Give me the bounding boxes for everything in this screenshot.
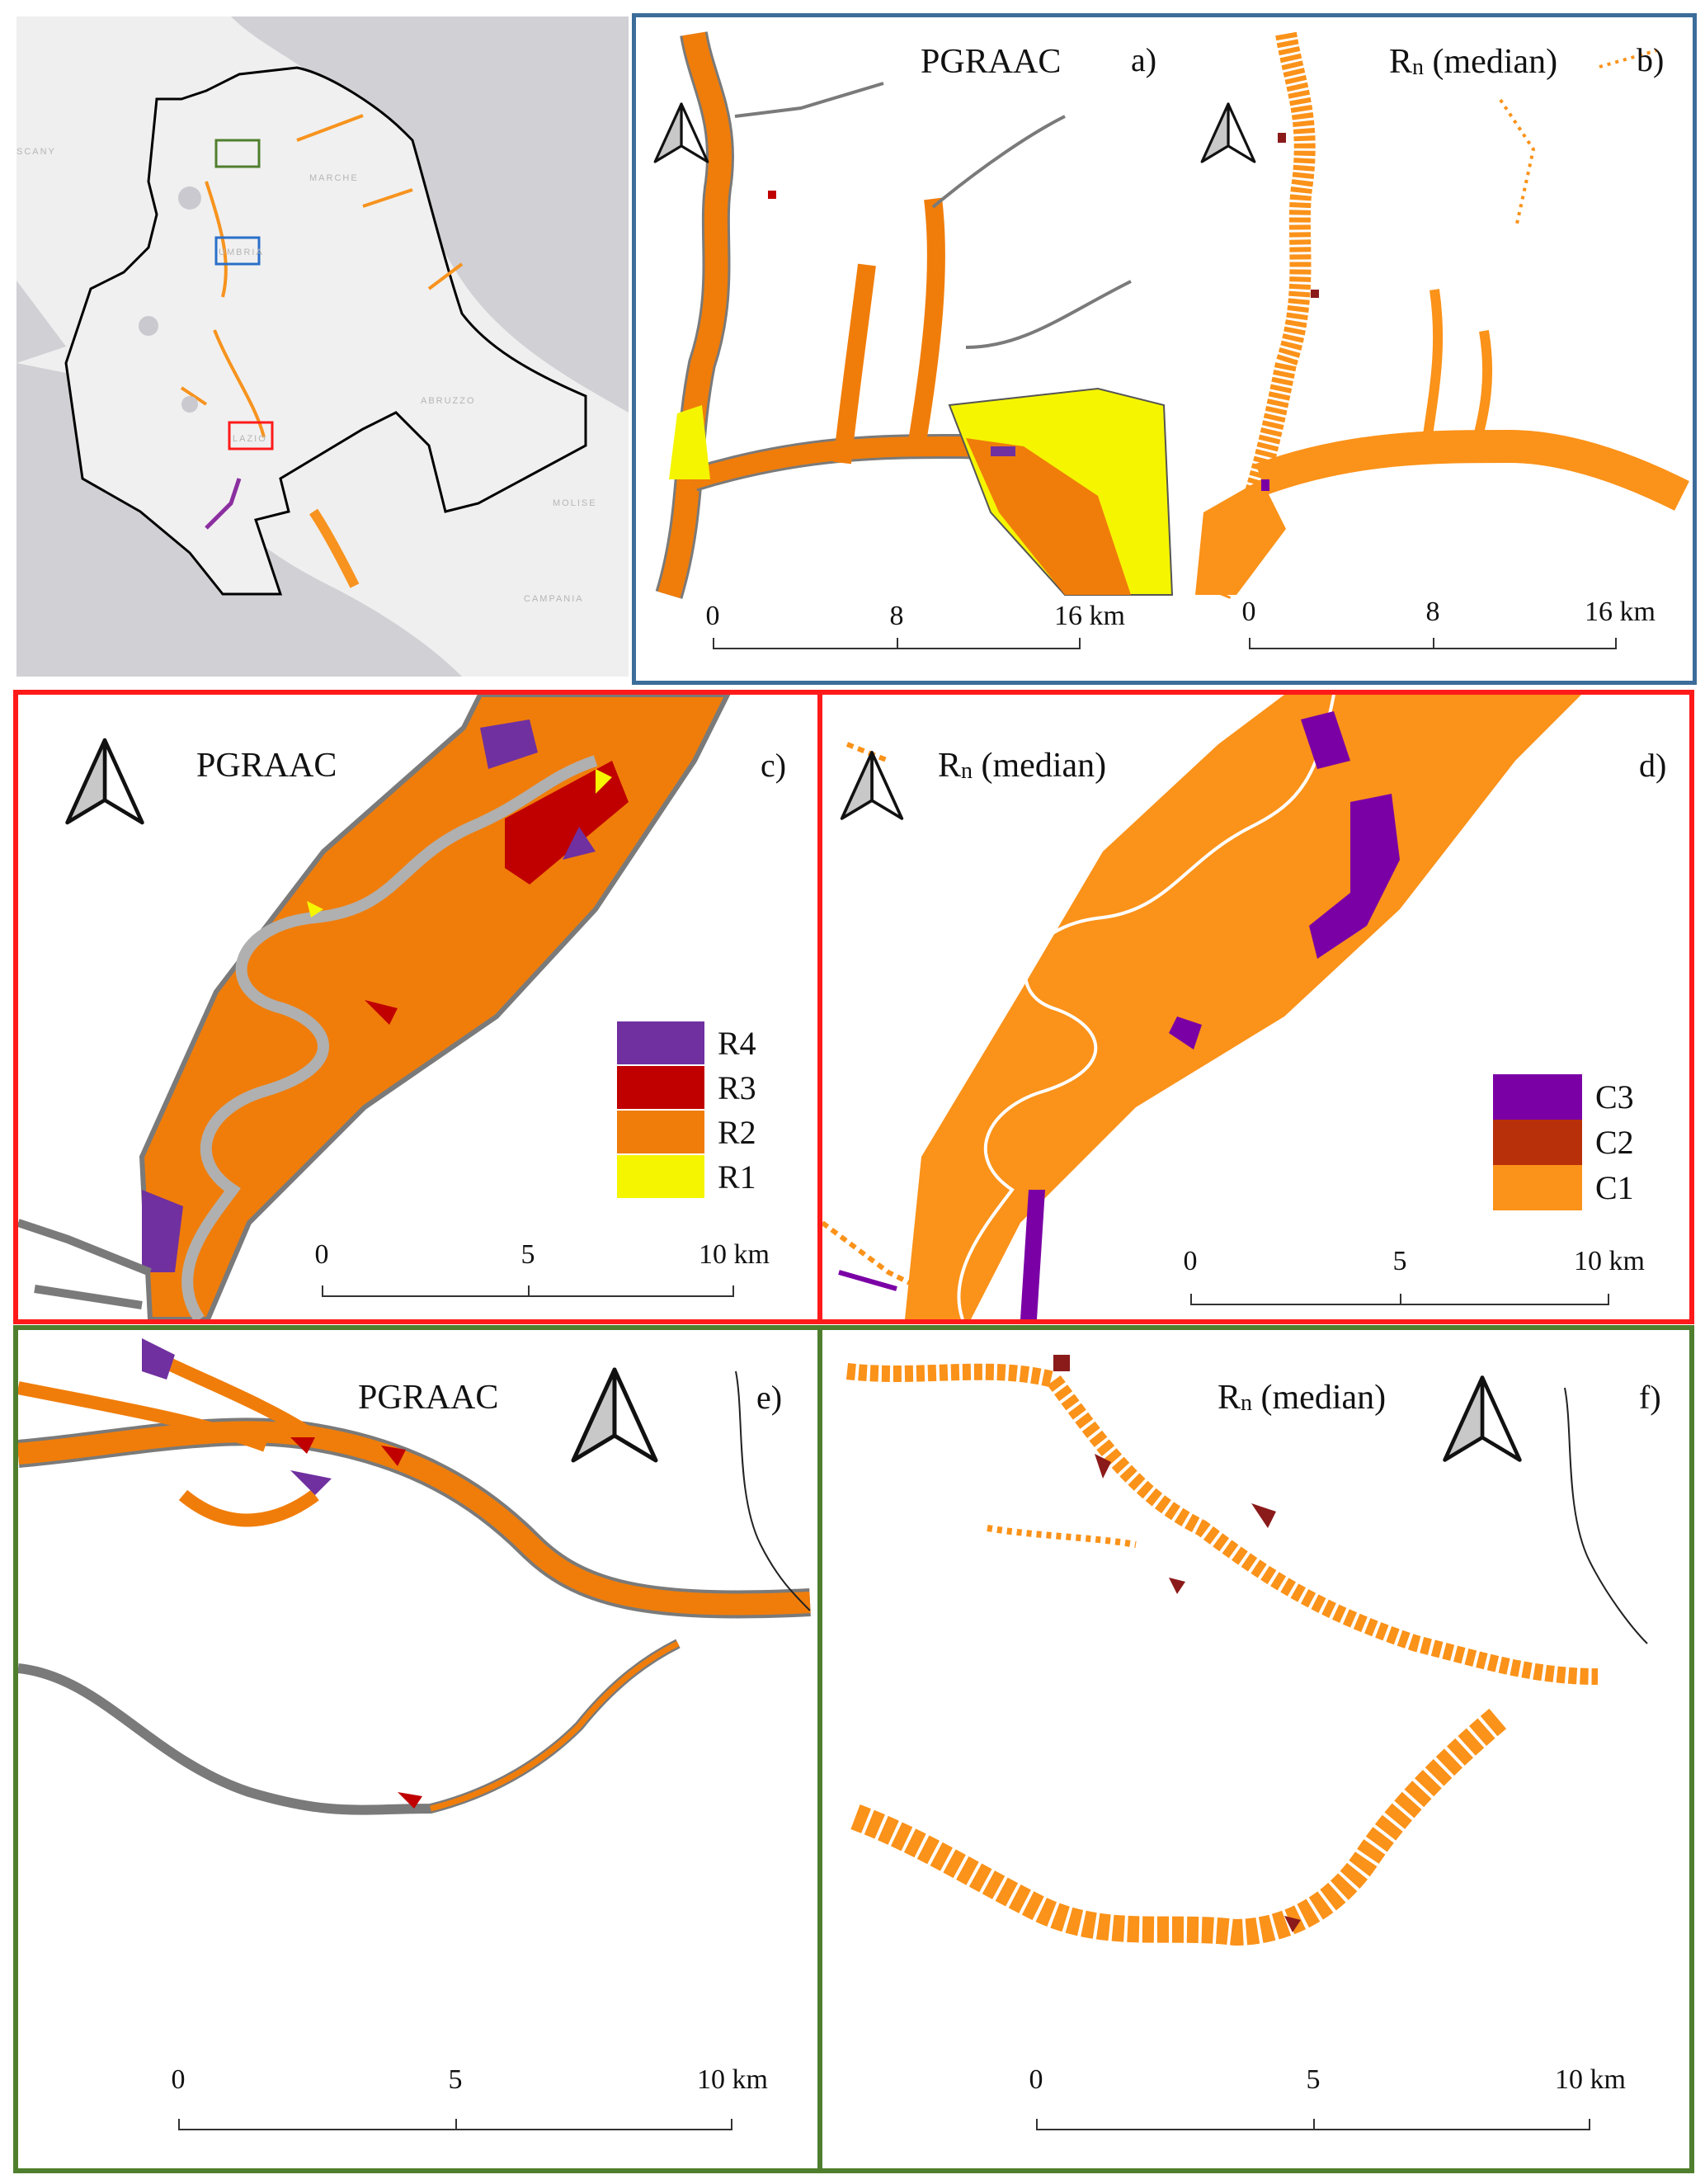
scale-label: 5 [1392,1246,1407,1276]
scale-label: 0 [705,601,720,631]
region-label: ABRUZZO [421,396,476,406]
panel-letter: f) [1639,1379,1661,1416]
panel-letter: b) [1637,41,1665,78]
scale-bar [1249,638,1617,649]
overview-basemap [16,17,629,677]
legend-swatch [617,1111,704,1153]
north-arrow-icon [569,1361,660,1469]
panel-a-pgraac: PGRAAC a) 0 8 16 km [632,13,1191,685]
north-arrow-icon [1441,1367,1524,1470]
panel-title: Rn (median) [1389,43,1558,81]
scale-label: 0 [1183,1246,1198,1276]
north-arrow-icon [840,751,904,820]
legend-item-r4: R4 [617,1021,756,1064]
panel-title: PGRAAC [921,43,1062,81]
scale-bar [713,638,1081,649]
legend-swatch [617,1155,704,1198]
panel-title: Rn (median) [1218,1379,1387,1417]
legend-swatch [1493,1074,1582,1120]
panel-letter: d) [1639,747,1667,784]
map-rn-upper [1195,31,1689,599]
scale-label: 0 [1029,2064,1043,2095]
legend-item-c2: C2 [1493,1120,1634,1165]
panel-f-rn-median: Rn (median) f) 0 5 10 km [817,1325,1694,2173]
legend-swatch [1493,1165,1582,1210]
region-label: CAMPANIA [524,594,584,604]
scale-bar [1036,2119,1590,2130]
scale-label: 8 [1425,597,1440,627]
legend-item-r2: R2 [617,1111,756,1153]
north-arrow-icon [1200,102,1256,163]
legend-swatch [617,1021,704,1064]
scale-label: 5 [1306,2064,1321,2095]
red-inset-box [228,421,274,450]
panel-e-pgraac: PGRAAC e) 0 5 10 km [13,1325,822,2173]
north-arrow-icon [653,102,709,163]
legend-swatch [1493,1120,1582,1165]
map-rn-lower [845,1355,1648,1946]
scale-label: 0 [171,2064,186,2095]
scale-label: 0 [1241,597,1256,627]
panel-letter: a) [1131,41,1157,78]
scale-label: 8 [889,601,904,631]
scale-label: 16 km [1585,597,1656,627]
scale-label: 10 km [699,1239,770,1270]
panel-title: PGRAAC [358,1379,499,1417]
green-inset-box [214,139,261,168]
scale-label: 5 [520,1239,535,1270]
scale-label: 5 [448,2064,463,2095]
map-rn-middle [822,695,1581,1319]
blue-inset-box [214,236,261,266]
region-label: SCANY [16,147,56,157]
region-label: UMBRIA [219,248,264,257]
region-label: MARCHE [309,173,359,183]
legend-item-c3: C3 [1493,1074,1634,1120]
scale-bar [322,1285,734,1297]
map-pgraac-lower [18,1338,811,1815]
scale-label: 10 km [1574,1246,1645,1276]
region-label: LAZIO [233,434,267,444]
map-pgraac-upper [655,31,1174,599]
panel-b-rn-median: Rn (median) b) 0 8 16 km [1187,13,1697,685]
panel-letter: c) [761,747,787,784]
overview-map: SCANY MARCHE UMBRIA LAZIO ABRUZZO MOLISE… [16,17,629,677]
panel-letter: e) [756,1379,783,1416]
scale-label: 16 km [1054,601,1125,631]
panel-d-rn-median: Rn (median) d) C3 C2 C1 0 5 10 km [817,690,1694,1324]
scale-label: 0 [314,1239,329,1270]
legend-item-r3: R3 [617,1066,756,1109]
scale-label: 10 km [1555,2064,1626,2095]
map-pgraac-middle [18,695,731,1319]
panel-c-pgraac: PGRAAC c) R4 R3 R2 R1 0 5 10 km [13,690,822,1324]
legend-item-c1: C1 [1493,1165,1634,1210]
panel-title: PGRAAC [196,747,337,785]
legend-item-r1: R1 [617,1155,756,1198]
region-label: MOLISE [553,498,597,508]
scale-bar [178,2119,732,2130]
north-arrow-icon [64,728,146,835]
scale-label: 10 km [697,2064,768,2095]
legend-swatch [617,1066,704,1109]
scale-bar [1190,1294,1609,1305]
panel-title: Rn (median) [938,747,1107,785]
